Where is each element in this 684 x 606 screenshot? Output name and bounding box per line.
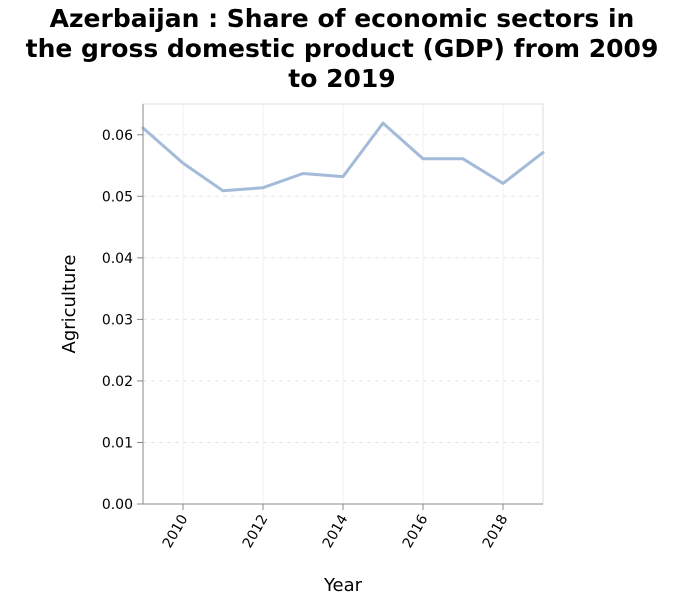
x-tick-label: 2014	[320, 512, 352, 551]
chart-title-line-1: Azerbaijan : Share of economic sectors i…	[49, 4, 635, 33]
y-tick-label: 0.03	[102, 312, 133, 328]
series-line	[141, 121, 545, 193]
grid-lines	[143, 104, 543, 505]
x-tick-label: 2016	[400, 512, 432, 551]
y-tick-label: 0.05	[102, 189, 133, 205]
series-layer	[141, 121, 545, 193]
x-tick-label: 2010	[160, 512, 192, 551]
y-tick-label: 0.06	[102, 128, 133, 144]
chart-title-line-3: to 2019	[288, 64, 396, 93]
x-axis-title: Year	[323, 575, 363, 596]
chart-title: Azerbaijan : Share of economic sectors i…	[0, 4, 684, 94]
y-tick-label: 0.02	[102, 374, 133, 390]
y-tick-label: 0.00	[102, 497, 133, 513]
y-axis-title: Agriculture	[59, 255, 80, 354]
y-tick-label: 0.04	[102, 251, 133, 267]
axes: 0.00 0.01 0.02 0.03 0.04 0.05 0.06 2010 2012 2014…	[102, 104, 543, 551]
x-tick-label: 2018	[480, 512, 512, 551]
chart-title-line-2: the gross domestic product (GDP) from 20…	[25, 34, 659, 63]
y-tick-label: 0.01	[102, 435, 133, 451]
x-tick-label: 2012	[240, 512, 272, 551]
